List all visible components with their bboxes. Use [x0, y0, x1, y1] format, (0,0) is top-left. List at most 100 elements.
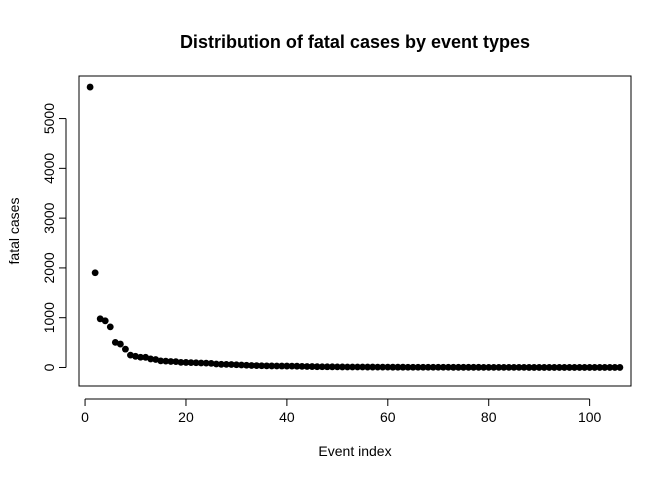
data-point — [217, 360, 225, 368]
data-point — [606, 364, 614, 371]
y-tick-label: 0 — [41, 363, 57, 371]
plot-frame — [78, 75, 632, 387]
data-point — [288, 362, 296, 370]
data-point — [374, 363, 382, 371]
data-point — [187, 359, 195, 367]
y-tick-label: 5000 — [41, 103, 57, 134]
data-point — [106, 323, 114, 331]
data-point — [364, 363, 372, 371]
data-point — [409, 363, 417, 371]
data-point — [354, 363, 361, 371]
data-point — [581, 364, 588, 371]
data-point — [616, 364, 624, 371]
data-point — [449, 363, 457, 371]
data-point — [349, 363, 356, 371]
data-point — [379, 363, 387, 371]
data-point — [258, 362, 266, 370]
data-point — [323, 363, 331, 371]
data-point — [167, 358, 175, 365]
data-point — [243, 361, 250, 369]
data-point — [308, 363, 316, 370]
data-point — [455, 363, 462, 371]
x-tick-label: 80 — [481, 409, 497, 425]
data-point — [399, 363, 407, 371]
data-point — [550, 364, 558, 371]
data-point — [530, 364, 538, 371]
data-point — [571, 364, 578, 371]
data-point — [313, 363, 321, 371]
data-point — [248, 362, 255, 369]
data-point — [419, 363, 427, 371]
data-point — [303, 363, 311, 370]
data-point — [611, 364, 619, 371]
y-tick-label: 4000 — [41, 153, 57, 184]
data-point — [490, 363, 498, 371]
data-point — [429, 363, 437, 371]
data-point — [444, 363, 452, 371]
data-point — [434, 363, 442, 371]
data-point — [222, 360, 230, 368]
data-point — [212, 360, 220, 368]
x-tick-label: 100 — [578, 409, 602, 425]
data-point — [86, 83, 94, 91]
data-point — [192, 359, 200, 367]
data-point — [344, 363, 351, 371]
data-point — [268, 362, 276, 370]
data-point — [197, 359, 205, 367]
data-point — [122, 345, 129, 353]
data-point — [233, 361, 240, 369]
data-point — [394, 363, 402, 371]
data-point — [460, 363, 467, 371]
data-point — [91, 269, 99, 277]
data-point — [470, 363, 477, 371]
data-point — [545, 364, 553, 371]
chart-title: Distribution of fatal cases by event typ… — [180, 32, 530, 52]
data-point — [238, 361, 245, 369]
y-tick-label: 3000 — [41, 202, 57, 233]
data-point — [369, 363, 377, 371]
y-axis: 0 1000 2000 3000 4000 5000 — [41, 103, 67, 371]
data-point — [601, 364, 609, 371]
data-point — [439, 363, 447, 371]
data-point — [485, 363, 493, 371]
data-point — [338, 363, 346, 371]
data-point — [560, 364, 568, 371]
x-tick-label: 40 — [279, 409, 295, 425]
data-point — [520, 363, 528, 371]
data-point — [500, 363, 508, 371]
data-points — [86, 83, 624, 371]
x-tick-label: 60 — [380, 409, 396, 425]
data-point — [116, 340, 124, 348]
data-point — [535, 364, 543, 371]
y-tick-label: 1000 — [41, 302, 57, 333]
data-point — [177, 358, 185, 366]
data-point — [202, 359, 210, 367]
data-point — [465, 363, 472, 371]
data-point — [273, 362, 281, 370]
data-point — [495, 363, 503, 371]
data-point — [576, 364, 583, 371]
data-point — [278, 362, 286, 370]
data-point — [424, 363, 432, 371]
x-tick-label: 0 — [81, 409, 89, 425]
data-point — [566, 364, 573, 371]
data-point — [480, 363, 488, 371]
data-point — [591, 364, 599, 371]
data-point — [137, 353, 144, 361]
data-point — [525, 364, 533, 371]
data-point — [505, 363, 513, 371]
data-point — [596, 364, 604, 371]
data-point — [157, 357, 165, 365]
data-point — [227, 361, 235, 368]
data-point — [328, 363, 336, 371]
data-point — [207, 359, 215, 367]
data-point — [147, 355, 155, 363]
data-point — [172, 358, 180, 366]
y-axis-label: fatal cases — [6, 198, 22, 265]
x-axis-label: Event index — [318, 443, 391, 459]
data-point — [253, 362, 261, 369]
data-point — [404, 363, 412, 371]
data-point — [132, 352, 139, 360]
y-tick-label: 2000 — [41, 252, 57, 283]
